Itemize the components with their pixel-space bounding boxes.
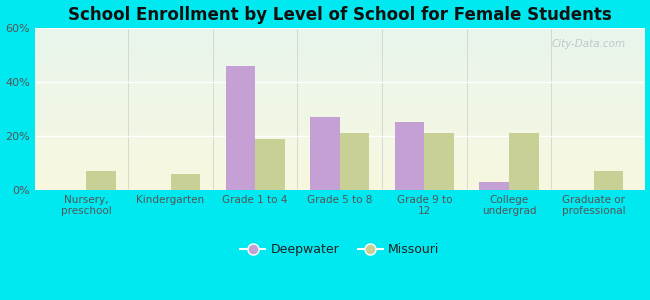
Bar bbox=[255, 139, 285, 190]
Bar bbox=[395, 122, 424, 190]
Bar bbox=[509, 133, 539, 190]
Bar bbox=[340, 133, 369, 190]
Bar bbox=[310, 117, 340, 190]
Title: School Enrollment by Level of School for Female Students: School Enrollment by Level of School for… bbox=[68, 6, 612, 24]
Bar bbox=[480, 182, 509, 190]
Bar bbox=[593, 171, 623, 190]
Text: City-Data.com: City-Data.com bbox=[552, 39, 626, 49]
Bar bbox=[424, 133, 454, 190]
Legend: Deepwater, Missouri: Deepwater, Missouri bbox=[235, 238, 444, 261]
Bar bbox=[170, 174, 200, 190]
Bar bbox=[226, 66, 255, 190]
Bar bbox=[86, 171, 116, 190]
